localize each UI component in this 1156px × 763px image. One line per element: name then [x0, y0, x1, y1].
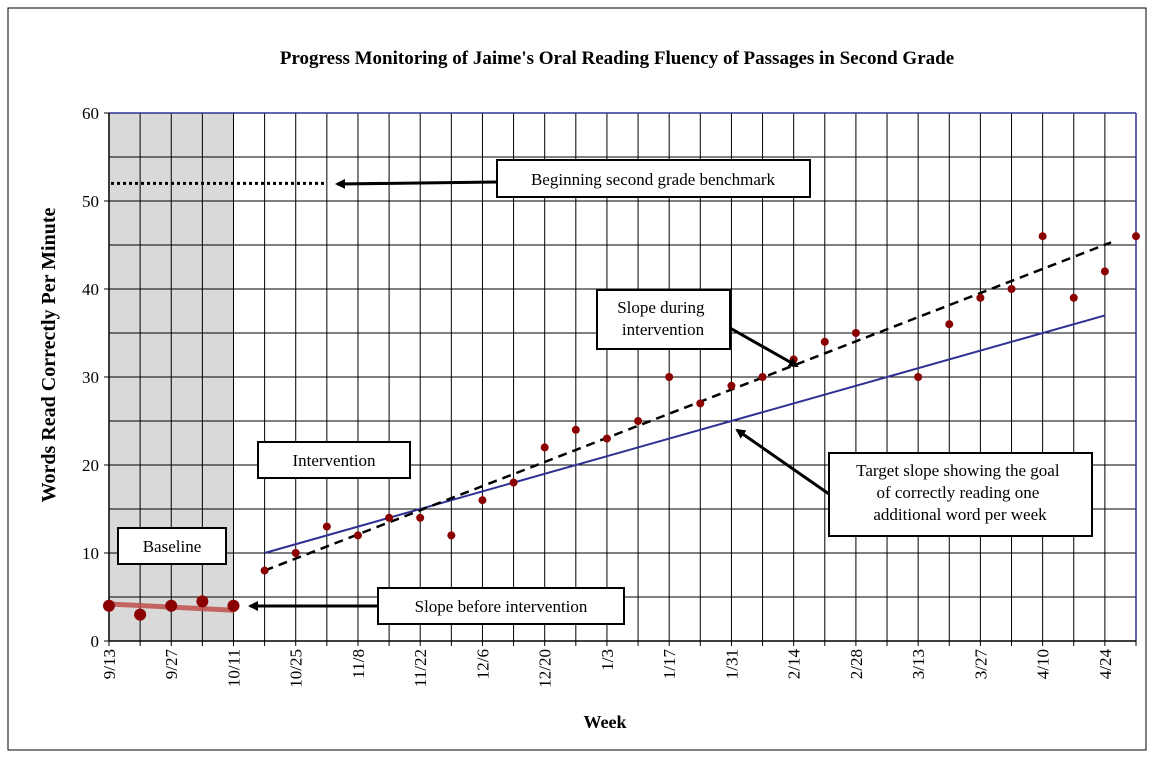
baseline-point	[165, 599, 178, 612]
x-tick-label: 2/28	[847, 649, 866, 679]
arrow-benchmark	[335, 178, 498, 189]
annotation-baseline-text: Baseline	[143, 537, 202, 556]
annotation-target-slope-line-3: additional word per week	[873, 505, 1047, 524]
annotation-target-slope: Target slope showing the goal of correct…	[828, 452, 1093, 537]
intervention-point	[634, 417, 643, 425]
y-tick-label: 0	[91, 632, 100, 651]
intervention-point	[914, 373, 923, 381]
y-tick-label: 60	[82, 104, 99, 123]
x-tick-label: 1/17	[660, 649, 679, 680]
annotation-intervention: Intervention	[257, 441, 411, 479]
x-tick-label: 9/27	[162, 649, 181, 680]
intervention-point	[291, 549, 300, 557]
intervention-point	[758, 373, 767, 381]
baseline-point	[134, 608, 147, 621]
intervention-point	[416, 513, 425, 522]
x-tick-label: 9/13	[100, 649, 119, 679]
intervention-point	[851, 329, 860, 337]
annotation-target-slope-line-1: Target slope showing the goal	[856, 461, 1060, 480]
intervention-point	[385, 513, 394, 522]
y-tick-label: 40	[82, 280, 99, 299]
intervention-point	[1100, 267, 1109, 276]
annotation-baseline: Baseline	[117, 527, 227, 565]
x-tick-label: 3/13	[909, 649, 928, 679]
intervention-point	[727, 381, 736, 390]
y-axis-label: Words Read Correctly Per Minute	[38, 208, 60, 503]
x-tick-label: 11/8	[349, 649, 368, 679]
x-tick-label: 1/3	[598, 649, 617, 671]
x-tick-label: 2/14	[785, 649, 804, 680]
annotation-slope-during-line-1: Slope during	[617, 298, 705, 317]
intervention-point	[571, 425, 580, 434]
intervention-point	[696, 399, 705, 408]
y-tick-label: 30	[82, 368, 99, 387]
annotation-slope-before-text: Slope before intervention	[415, 597, 588, 616]
intervention-point	[1007, 285, 1016, 293]
intervention-point	[602, 434, 611, 443]
x-tick-label: 10/25	[287, 649, 306, 688]
x-axis-label: Week	[584, 712, 627, 732]
annotation-slope-before: Slope before intervention	[377, 587, 625, 625]
annotation-benchmark: Beginning second grade benchmark	[496, 159, 811, 198]
arrow-slope-during	[729, 326, 799, 368]
annotation-benchmark-text: Beginning second grade benchmark	[531, 170, 776, 189]
annotation-slope-during-text: Slope during intervention	[617, 298, 709, 339]
y-tick-label: 50	[82, 192, 99, 211]
x-tick-label: 12/6	[473, 649, 492, 679]
intervention-point	[820, 337, 829, 346]
intervention-point	[540, 443, 549, 452]
intervention-trend-line	[264, 241, 1112, 572]
intervention-point	[665, 373, 674, 381]
chart-title: Progress Monitoring of Jaime's Oral Read…	[280, 48, 954, 69]
x-tick-label: 4/10	[1034, 649, 1053, 679]
annotation-slope-during: Slope during intervention	[596, 289, 731, 350]
annotation-intervention-text: Intervention	[292, 451, 376, 470]
y-tick-label: 10	[82, 544, 99, 563]
intervention-point	[1038, 232, 1047, 241]
x-tick-label: 3/27	[971, 649, 990, 680]
intervention-point	[478, 496, 487, 505]
baseline-point	[103, 599, 115, 612]
x-tick-label: 12/20	[536, 649, 555, 688]
annotation-target-slope-text: Target slope showing the goal of correct…	[856, 461, 1064, 524]
intervention-point	[945, 320, 954, 329]
arrow-target-slope	[735, 428, 830, 496]
baseline-point	[227, 599, 240, 612]
intervention-point	[447, 531, 456, 540]
baseline-point	[196, 595, 209, 608]
intervention-point	[1132, 232, 1140, 241]
intervention-point	[353, 531, 362, 540]
intervention-point	[509, 478, 518, 487]
annotation-slope-during-line-2: intervention	[622, 320, 705, 339]
x-tick-label: 4/24	[1096, 649, 1115, 680]
target-slope-line	[264, 314, 1106, 554]
intervention-point	[1069, 293, 1078, 302]
intervention-point	[260, 566, 269, 575]
x-tick-label: 10/11	[224, 649, 243, 687]
x-tick-label: 1/31	[722, 649, 741, 679]
intervention-point	[322, 522, 331, 531]
intervention-point	[976, 293, 985, 302]
annotation-target-slope-line-2: of correctly reading one	[876, 483, 1039, 502]
x-tick-label: 11/22	[411, 649, 430, 687]
y-tick-label: 20	[82, 456, 99, 475]
